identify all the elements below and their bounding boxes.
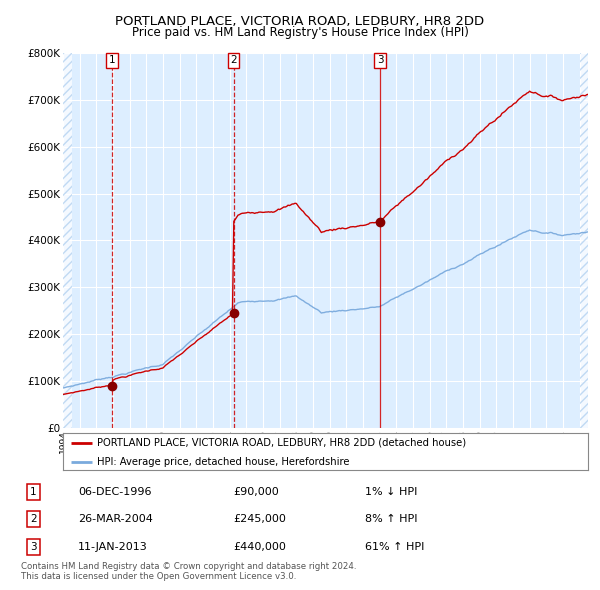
Text: 1: 1 (30, 487, 37, 497)
Text: 8% ↑ HPI: 8% ↑ HPI (365, 514, 418, 525)
Bar (580, 53, 588, 428)
Text: 3: 3 (377, 55, 383, 65)
Text: 61% ↑ HPI: 61% ↑ HPI (365, 542, 424, 552)
Text: 2: 2 (30, 514, 37, 525)
Text: 1% ↓ HPI: 1% ↓ HPI (365, 487, 417, 497)
Text: 06-DEC-1996: 06-DEC-1996 (79, 487, 152, 497)
Text: 1: 1 (109, 55, 115, 65)
Text: 3: 3 (30, 542, 37, 552)
Text: £440,000: £440,000 (233, 542, 286, 552)
Bar (63, 53, 72, 428)
Text: 11-JAN-2013: 11-JAN-2013 (79, 542, 148, 552)
Text: PORTLAND PLACE, VICTORIA ROAD, LEDBURY, HR8 2DD: PORTLAND PLACE, VICTORIA ROAD, LEDBURY, … (115, 15, 485, 28)
Text: Price paid vs. HM Land Registry's House Price Index (HPI): Price paid vs. HM Land Registry's House … (131, 26, 469, 39)
Text: £90,000: £90,000 (233, 487, 279, 497)
Text: HPI: Average price, detached house, Herefordshire: HPI: Average price, detached house, Here… (97, 457, 350, 467)
Text: £245,000: £245,000 (233, 514, 286, 525)
Text: Contains HM Land Registry data © Crown copyright and database right 2024.
This d: Contains HM Land Registry data © Crown c… (21, 562, 356, 581)
Text: 2: 2 (230, 55, 237, 65)
Text: PORTLAND PLACE, VICTORIA ROAD, LEDBURY, HR8 2DD (detached house): PORTLAND PLACE, VICTORIA ROAD, LEDBURY, … (97, 438, 466, 448)
Text: 26-MAR-2004: 26-MAR-2004 (79, 514, 153, 525)
